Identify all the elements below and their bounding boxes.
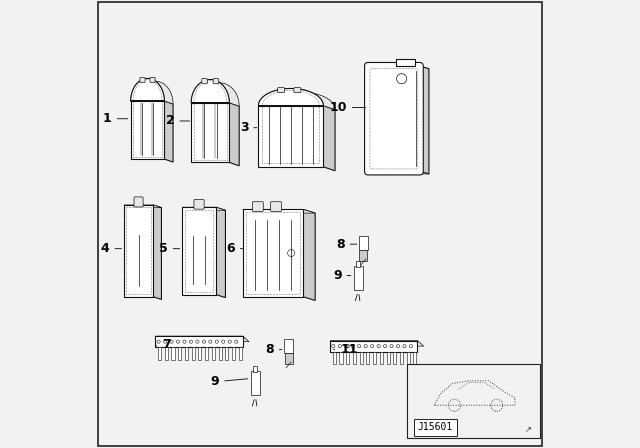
FancyBboxPatch shape — [271, 202, 282, 211]
Polygon shape — [250, 371, 260, 395]
Polygon shape — [353, 352, 356, 365]
Text: 9: 9 — [211, 375, 248, 388]
Polygon shape — [330, 340, 417, 352]
Polygon shape — [216, 207, 225, 297]
Polygon shape — [366, 352, 369, 365]
Polygon shape — [191, 80, 239, 106]
Polygon shape — [360, 250, 367, 261]
Polygon shape — [259, 89, 335, 110]
Text: 8: 8 — [336, 237, 356, 251]
Polygon shape — [346, 352, 349, 365]
Polygon shape — [131, 101, 164, 159]
Polygon shape — [373, 352, 376, 365]
Polygon shape — [191, 80, 229, 103]
Polygon shape — [356, 261, 360, 267]
Polygon shape — [330, 340, 424, 346]
Polygon shape — [158, 347, 161, 360]
Polygon shape — [259, 106, 323, 167]
Polygon shape — [303, 209, 315, 301]
Polygon shape — [243, 209, 315, 213]
Text: 8: 8 — [265, 343, 282, 356]
Text: 5: 5 — [159, 242, 180, 255]
Polygon shape — [225, 347, 228, 360]
Polygon shape — [131, 78, 164, 101]
Polygon shape — [243, 209, 303, 297]
Polygon shape — [191, 347, 195, 360]
Polygon shape — [153, 205, 161, 299]
Text: 9: 9 — [333, 269, 351, 282]
FancyBboxPatch shape — [150, 78, 155, 82]
Polygon shape — [380, 352, 383, 365]
Polygon shape — [333, 352, 336, 365]
Polygon shape — [185, 347, 188, 360]
FancyBboxPatch shape — [140, 78, 145, 82]
Text: J15601: J15601 — [418, 422, 453, 432]
Polygon shape — [218, 347, 221, 360]
Polygon shape — [253, 366, 257, 372]
Polygon shape — [413, 352, 417, 365]
Polygon shape — [131, 78, 173, 104]
Text: 2: 2 — [166, 114, 189, 128]
FancyBboxPatch shape — [194, 199, 204, 209]
Text: 4: 4 — [100, 242, 122, 255]
Polygon shape — [164, 347, 168, 360]
Polygon shape — [182, 207, 225, 210]
Polygon shape — [124, 205, 153, 297]
Polygon shape — [182, 207, 216, 295]
Polygon shape — [172, 347, 175, 360]
Polygon shape — [284, 340, 294, 353]
Polygon shape — [420, 66, 429, 174]
Polygon shape — [368, 172, 429, 174]
FancyBboxPatch shape — [294, 87, 301, 92]
Polygon shape — [406, 352, 410, 365]
Polygon shape — [164, 101, 173, 162]
Text: 7: 7 — [156, 338, 171, 352]
FancyBboxPatch shape — [202, 79, 207, 84]
FancyBboxPatch shape — [134, 197, 143, 207]
Text: 10: 10 — [330, 101, 365, 114]
Polygon shape — [156, 336, 243, 347]
Text: 6: 6 — [227, 242, 243, 255]
Polygon shape — [232, 347, 235, 360]
Polygon shape — [323, 106, 335, 171]
FancyBboxPatch shape — [213, 79, 219, 84]
Polygon shape — [178, 347, 181, 360]
Polygon shape — [358, 237, 368, 250]
Polygon shape — [239, 347, 242, 360]
Polygon shape — [229, 103, 239, 166]
Polygon shape — [400, 352, 403, 365]
Text: 3: 3 — [240, 121, 257, 134]
FancyBboxPatch shape — [414, 419, 457, 436]
Polygon shape — [212, 347, 215, 360]
Polygon shape — [191, 103, 229, 162]
Text: 1: 1 — [103, 112, 128, 125]
Polygon shape — [156, 336, 249, 342]
FancyBboxPatch shape — [365, 62, 423, 175]
Polygon shape — [124, 205, 161, 207]
Polygon shape — [285, 353, 292, 364]
Polygon shape — [353, 266, 362, 289]
Polygon shape — [259, 89, 323, 106]
Polygon shape — [198, 347, 202, 360]
Polygon shape — [205, 347, 208, 360]
Polygon shape — [397, 59, 415, 66]
Text: 11: 11 — [333, 343, 358, 356]
FancyBboxPatch shape — [278, 87, 285, 92]
Polygon shape — [339, 352, 342, 365]
Polygon shape — [387, 352, 390, 365]
Polygon shape — [393, 352, 396, 365]
FancyBboxPatch shape — [252, 202, 263, 211]
Polygon shape — [360, 352, 363, 365]
Text: ↗: ↗ — [525, 425, 532, 434]
